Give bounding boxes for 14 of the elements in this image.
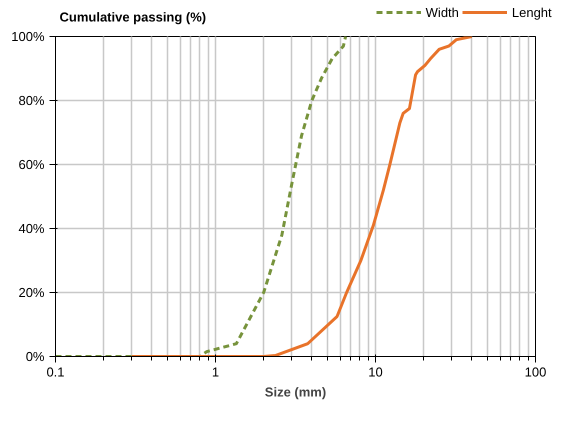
x-axis-title: Size (mm) (264, 384, 326, 400)
y-tick-label: 80% (18, 93, 45, 108)
x-tick-label: 1 (212, 364, 220, 380)
y-axis-title: Cumulative passing (%) (60, 10, 206, 24)
y-tick-label: 20% (18, 285, 45, 300)
x-tick-label: 10 (368, 364, 383, 380)
y-tick-label: 0% (26, 349, 45, 364)
y-tick-label: 60% (18, 157, 45, 172)
legend-label: Width (426, 4, 459, 20)
legend-label: Lenght (512, 4, 552, 20)
x-tick-label: 0.1 (46, 364, 65, 380)
x-tick-label: 100 (524, 364, 546, 380)
y-tick-label: 100% (11, 29, 45, 44)
y-tick-label: 40% (18, 221, 45, 236)
